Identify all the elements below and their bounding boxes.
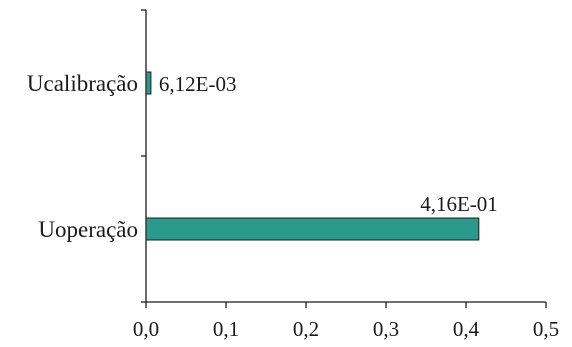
data-label: 6,12E-03 bbox=[159, 72, 237, 96]
bar bbox=[145, 71, 152, 95]
data-labels: 6,12E-03 4,16E-01 bbox=[159, 72, 498, 216]
x-tick-label: 0,0 bbox=[133, 317, 159, 341]
x-tick-label: 0,2 bbox=[293, 317, 319, 341]
x-tick-label: 0,5 bbox=[533, 317, 559, 341]
category-labels: Ucalibração Uoperação bbox=[27, 71, 138, 242]
x-tick-label: 0,1 bbox=[213, 317, 239, 341]
bar bbox=[145, 217, 480, 241]
bars bbox=[145, 71, 480, 241]
x-tick-labels: 0,0 0,1 0,2 0,3 0,4 0,5 bbox=[133, 317, 559, 341]
x-tick-label: 0,3 bbox=[373, 317, 399, 341]
x-tick-label: 0,4 bbox=[453, 317, 480, 341]
category-label: Uoperação bbox=[38, 217, 138, 242]
data-label: 4,16E-01 bbox=[420, 192, 498, 216]
axes bbox=[141, 9, 547, 308]
category-label: Ucalibração bbox=[27, 71, 138, 96]
